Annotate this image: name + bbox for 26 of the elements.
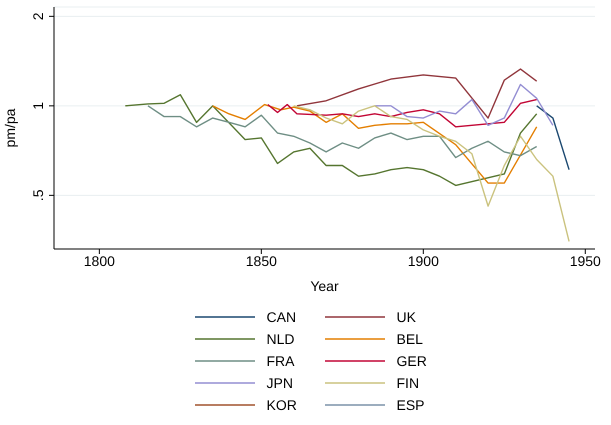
x-tick-label: 1850	[246, 252, 278, 269]
legend-label: KOR	[266, 397, 297, 413]
x-axis-title: Year	[310, 278, 339, 294]
legend-label: GER	[396, 353, 427, 369]
line-series	[374, 84, 554, 126]
y-axis-title: pm/pa	[2, 108, 18, 148]
legend-label: JPN	[266, 375, 293, 391]
line-series	[147, 105, 538, 158]
y-tick-label: .5	[30, 189, 46, 202]
line-series	[124, 94, 538, 186]
legend-label: CAN	[266, 309, 296, 325]
x-tick-label: 1800	[84, 252, 116, 269]
legend-label: NLD	[266, 331, 295, 347]
y-tick-label: 1	[30, 102, 46, 110]
legend-label: FRA	[266, 353, 294, 369]
x-tick-label: 1900	[408, 252, 440, 269]
x-tick-label: 1950	[570, 252, 602, 269]
line-series	[267, 98, 538, 128]
line-series	[212, 104, 538, 184]
line-series	[296, 68, 538, 119]
y-tick-label: 2	[30, 12, 46, 20]
legend-label: BEL	[396, 331, 423, 347]
legend-label: ESP	[396, 397, 425, 413]
line-series	[293, 105, 570, 242]
legend-label: UK	[396, 309, 416, 325]
legend-label: FIN	[396, 375, 420, 391]
